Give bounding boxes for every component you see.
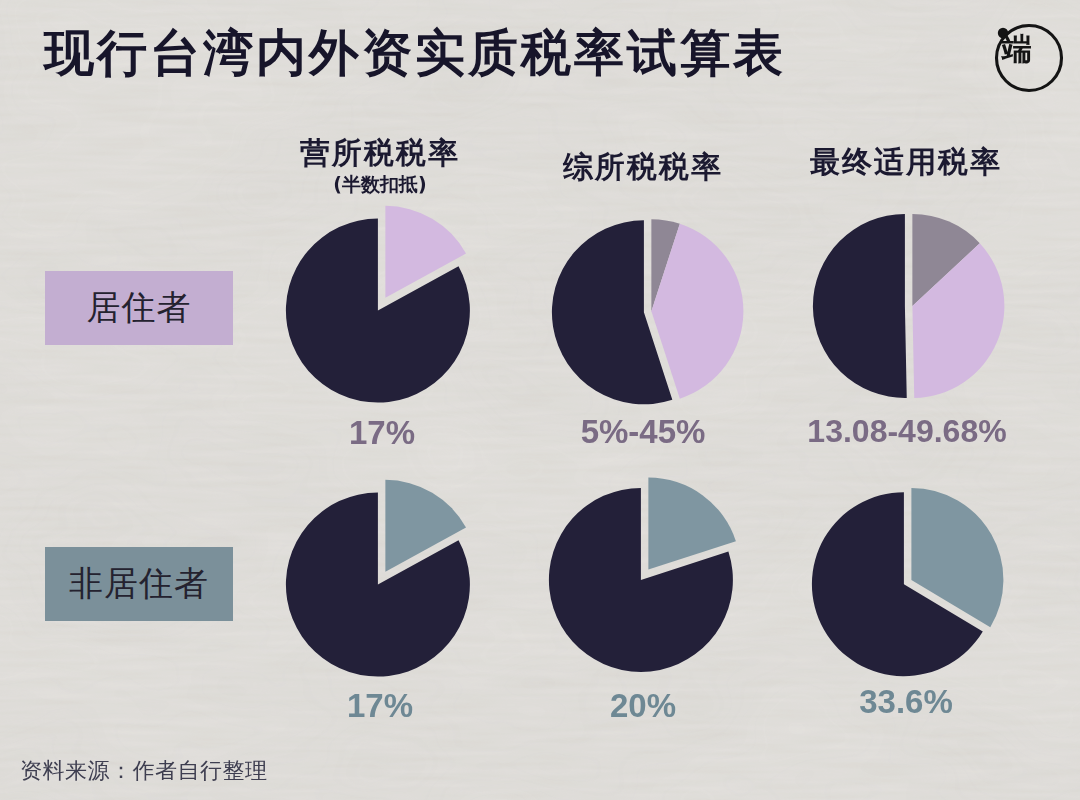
pie-resident-individual-rate xyxy=(531,197,761,427)
initium-logo: 端 xyxy=(992,20,1068,96)
pie-nonresident-final-rate xyxy=(791,468,1021,698)
logo-glyph: 端 xyxy=(1000,31,1032,66)
pie-resident-corporate-rate xyxy=(265,192,495,422)
pie-nonresident-corporate-rate xyxy=(265,466,495,696)
source-note: 资料来源：作者自行整理 xyxy=(20,756,268,786)
column-header-label: 最终适用税率 xyxy=(746,145,1066,179)
page-title: 现行台湾内外资实质税率试算表 xyxy=(44,27,786,79)
row-label-nonresident: 非居住者 xyxy=(45,547,233,621)
column-header-final-tax: 最终适用税率 xyxy=(746,145,1066,179)
row-label-resident: 居住者 xyxy=(45,271,233,345)
value-label: 13.08-49.68% xyxy=(747,413,1067,450)
pie-resident-final-rate xyxy=(792,191,1022,421)
value-label: 33.6% xyxy=(746,683,1066,721)
pie-nonresident-individual-rate xyxy=(528,462,758,692)
